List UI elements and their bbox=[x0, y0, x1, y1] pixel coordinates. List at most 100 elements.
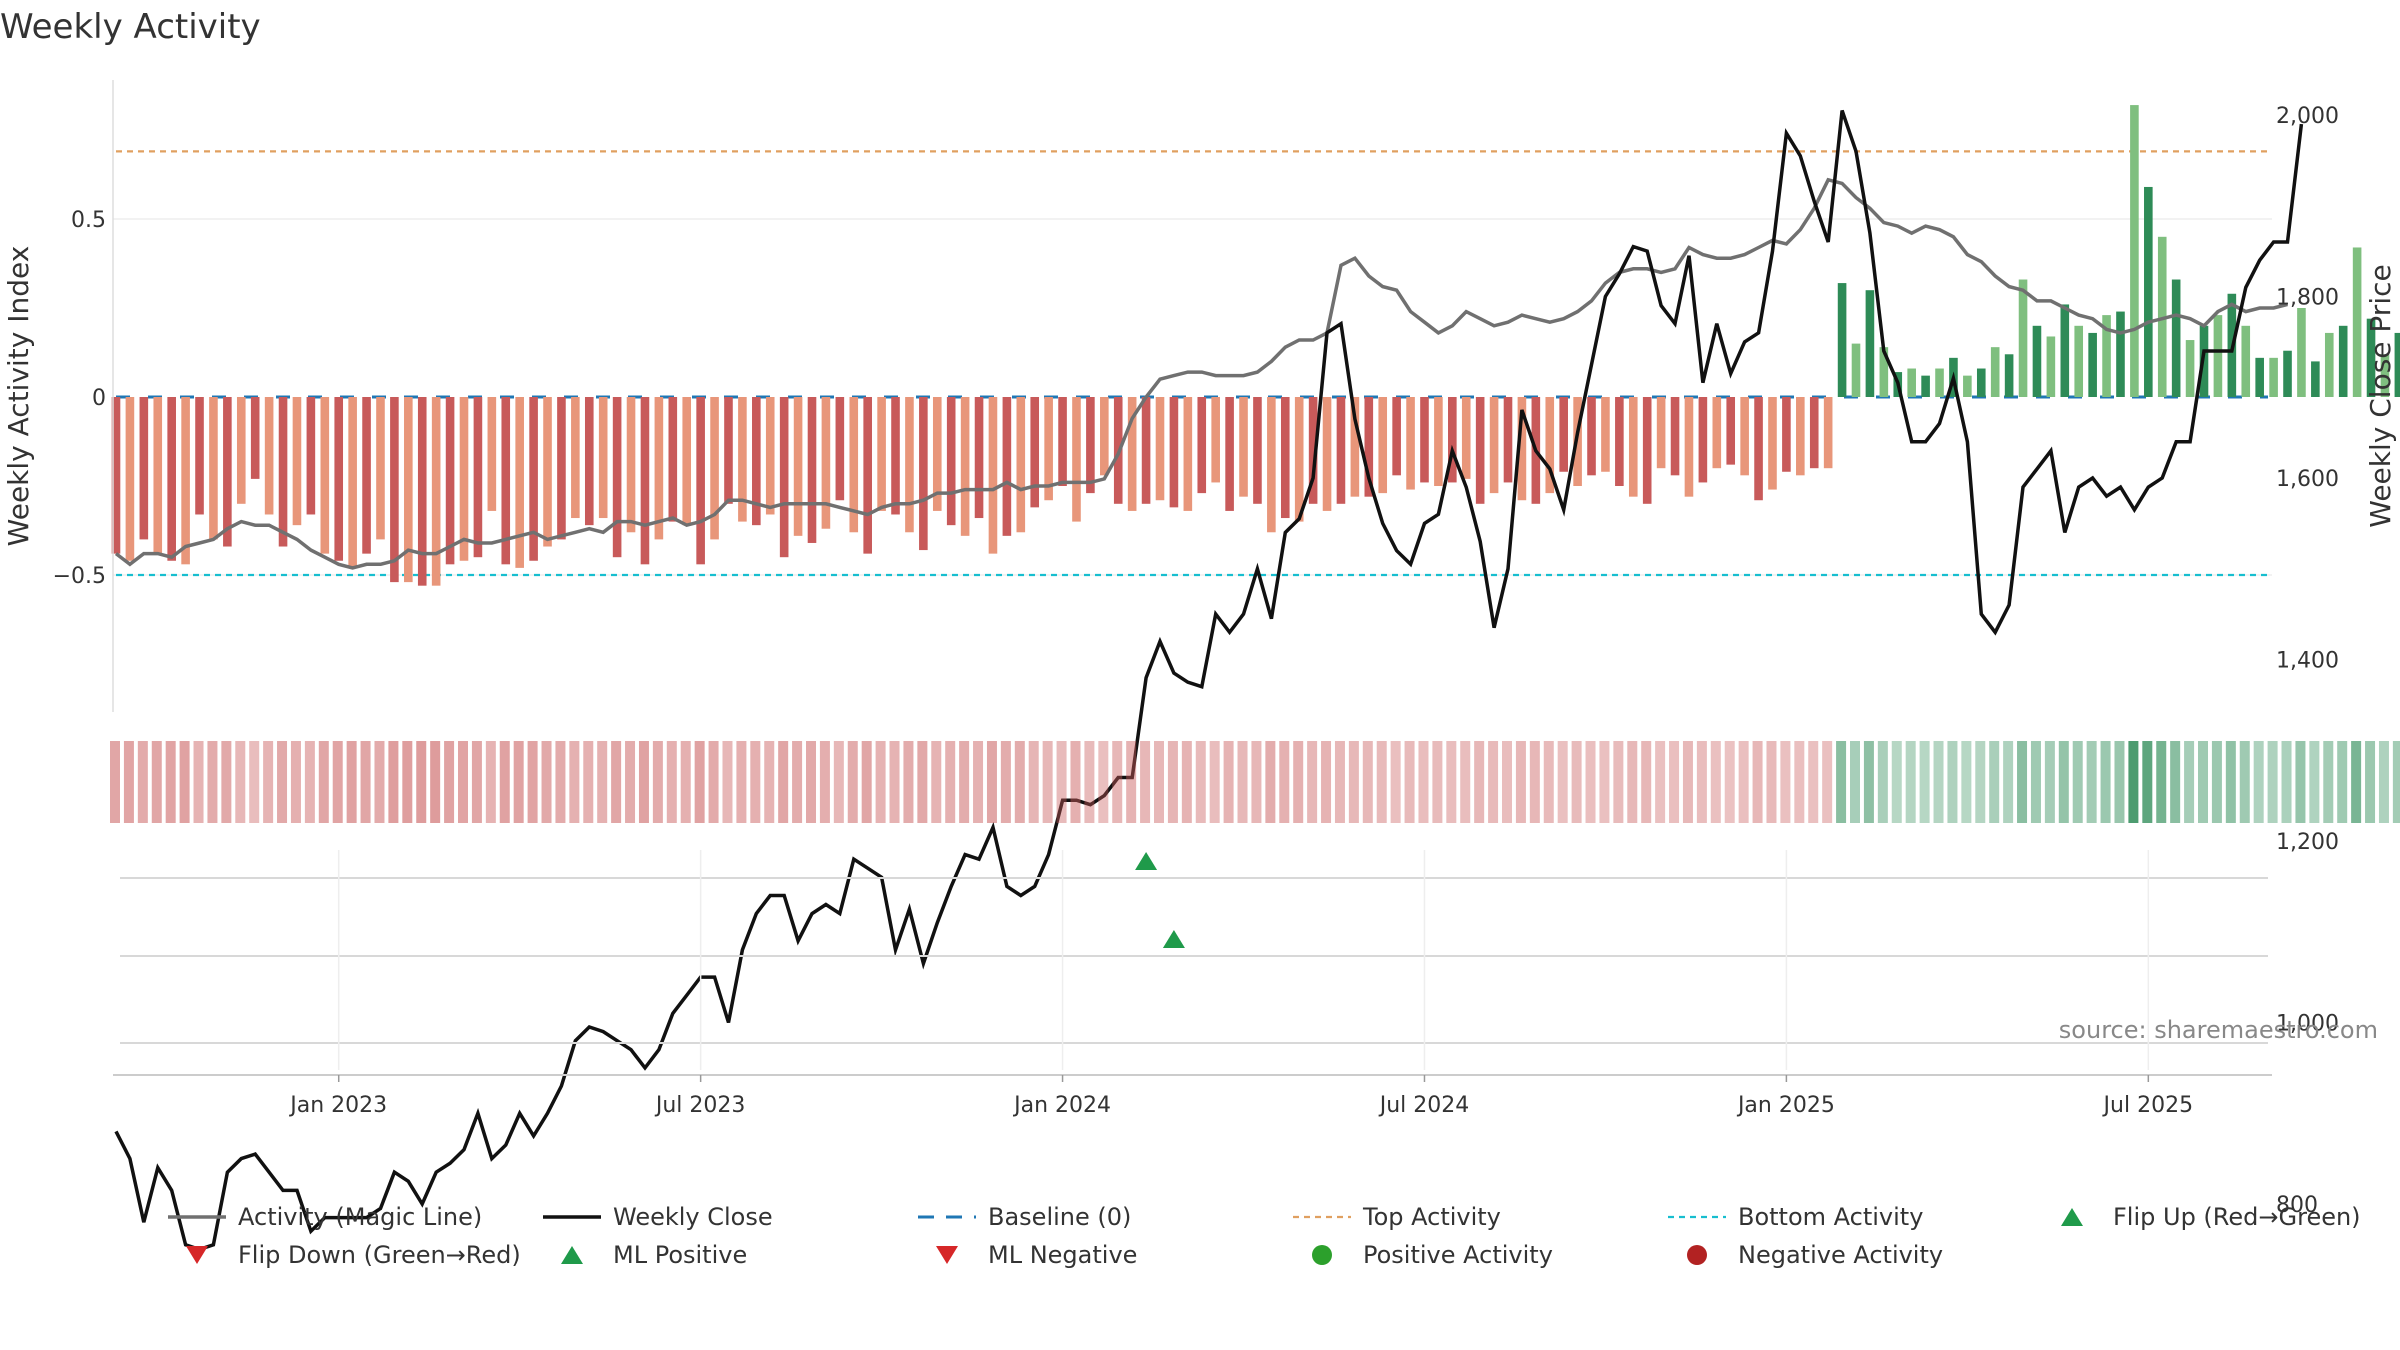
heat-cell bbox=[1265, 741, 1276, 823]
heat-cell bbox=[485, 741, 496, 823]
legend-item: Weekly Close bbox=[543, 1203, 773, 1231]
activity-bar bbox=[1517, 397, 1527, 501]
legend-swatch bbox=[561, 1246, 583, 1264]
activity-bar bbox=[334, 397, 344, 561]
heat-cell bbox=[861, 741, 872, 823]
heat-cell bbox=[402, 741, 413, 823]
x-tick-label: Jul 2023 bbox=[654, 1093, 746, 1118]
legend-label: Activity (Magic Line) bbox=[238, 1203, 482, 1231]
heat-cell bbox=[290, 741, 301, 823]
heat-cell bbox=[1794, 741, 1805, 823]
activity-bar bbox=[2269, 357, 2278, 397]
activity-bar bbox=[1768, 397, 1777, 490]
activity-bar bbox=[891, 397, 900, 515]
activity-bar bbox=[696, 397, 705, 565]
activity-bar bbox=[111, 397, 121, 554]
heat-cell bbox=[2142, 741, 2153, 823]
activity-bar bbox=[1698, 397, 1708, 483]
heat-cell bbox=[1752, 741, 1763, 823]
activity-bar bbox=[2130, 105, 2139, 397]
heat-cell bbox=[2295, 741, 2306, 823]
heat-cell bbox=[583, 741, 594, 823]
activity-bar bbox=[946, 397, 956, 526]
legend-item: Top Activity bbox=[1293, 1203, 1501, 1231]
left-tick-label: 0 bbox=[92, 386, 106, 411]
heat-cell bbox=[2128, 741, 2139, 823]
heat-cell bbox=[1195, 741, 1206, 823]
legend-item: ML Negative bbox=[936, 1241, 1137, 1269]
activity-bar bbox=[1211, 397, 1220, 483]
heat-cell bbox=[193, 741, 204, 823]
heat-cell bbox=[1529, 741, 1540, 823]
activity-bar bbox=[167, 397, 176, 561]
heat-cell bbox=[1724, 741, 1735, 823]
heat-cell bbox=[332, 741, 343, 823]
heat-cell bbox=[137, 741, 148, 823]
activity-bar bbox=[1267, 397, 1276, 533]
activity-bar bbox=[1865, 290, 1875, 397]
x-tick-label: Jul 2024 bbox=[1378, 1093, 1470, 1118]
heat-cell bbox=[1808, 741, 1819, 823]
activity-bar bbox=[1183, 397, 1193, 511]
activity-bar bbox=[2241, 325, 2251, 397]
activity-bar bbox=[2060, 304, 2070, 397]
legend-swatch bbox=[186, 1246, 208, 1264]
activity-bar bbox=[1587, 397, 1596, 476]
weekly-close-series bbox=[114, 109, 2304, 1252]
heat-cell bbox=[1167, 741, 1178, 823]
activity-bar bbox=[835, 397, 845, 501]
heat-cell bbox=[819, 741, 830, 823]
activity-bar bbox=[181, 397, 190, 565]
heat-cell bbox=[1891, 741, 1902, 823]
heat-cell bbox=[444, 741, 455, 823]
activity-bar bbox=[139, 397, 149, 540]
heat-cell bbox=[2058, 741, 2069, 823]
activity-bar bbox=[1420, 397, 1429, 483]
heat-cell bbox=[764, 741, 775, 823]
heat-cell bbox=[625, 741, 636, 823]
heat-cell bbox=[110, 741, 120, 823]
activity-bar bbox=[738, 397, 747, 522]
heat-cell bbox=[1404, 741, 1415, 823]
activity-bar bbox=[250, 397, 260, 479]
heat-cell bbox=[2267, 741, 2278, 823]
heat-cell bbox=[555, 741, 566, 823]
activity-bar bbox=[807, 397, 817, 543]
legend-label: Flip Down (Green→Red) bbox=[238, 1241, 521, 1269]
activity-bar bbox=[1684, 397, 1694, 497]
right-axis-ticks: 2,000 1,800 1,600 1,400 1,200 1,000 800 bbox=[2276, 104, 2339, 1218]
activity-bar bbox=[1030, 397, 1040, 508]
signal-marker-up bbox=[1162, 930, 1185, 948]
activity-bar bbox=[1963, 375, 1972, 397]
activity-bar bbox=[960, 397, 970, 536]
heat-cell bbox=[1947, 741, 1958, 823]
activity-bar bbox=[1782, 397, 1791, 472]
heat-cell bbox=[2156, 741, 2167, 823]
left-axis-title: Weekly Activity Index bbox=[2, 246, 35, 547]
heat-cell bbox=[1028, 741, 1039, 823]
activity-bar bbox=[1935, 368, 1944, 397]
heat-cell bbox=[917, 741, 928, 823]
activity-bar bbox=[793, 397, 803, 536]
heat-cell bbox=[360, 741, 371, 823]
activity-bar bbox=[1990, 347, 2000, 397]
activity-bar bbox=[431, 397, 441, 586]
heat-cell bbox=[1543, 741, 1554, 823]
activity-bar bbox=[1851, 343, 1861, 397]
activity-bar bbox=[1058, 397, 1067, 486]
legend-label: ML Positive bbox=[613, 1241, 747, 1269]
left-tick-label: 0.5 bbox=[71, 208, 106, 233]
activity-bar bbox=[557, 397, 566, 540]
activity-bar bbox=[1350, 397, 1360, 497]
heat-cell bbox=[1682, 741, 1693, 823]
heat-cell bbox=[986, 741, 997, 823]
signal-marker-up bbox=[1135, 852, 1158, 870]
heat-cell bbox=[1627, 741, 1638, 823]
heat-cell bbox=[666, 741, 677, 823]
heat-cell bbox=[123, 741, 134, 823]
magic-line-series bbox=[114, 177, 2288, 570]
activity-bar bbox=[2046, 336, 2056, 397]
heat-cell bbox=[1362, 741, 1373, 823]
activity-bar bbox=[905, 397, 914, 533]
heat-cell bbox=[2225, 741, 2236, 823]
